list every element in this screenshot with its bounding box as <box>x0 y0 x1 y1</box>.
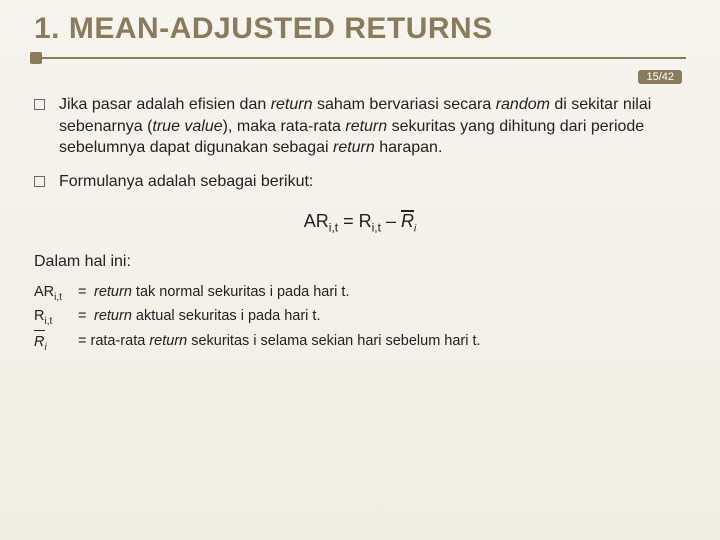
text-span: saham bervariasi secara <box>313 96 496 113</box>
definition-row: Ri,t = return aktual sekuritas i pada ha… <box>34 305 686 329</box>
definition-term: Ri,t <box>34 305 78 329</box>
italic-span: random <box>496 96 550 113</box>
formula-rhs: R <box>359 211 372 231</box>
title-underline <box>34 50 686 64</box>
definition-term: Ri <box>34 330 78 355</box>
formula-sub: i,t <box>329 221 338 235</box>
text-span: ), maka rata-rata <box>223 118 346 135</box>
italic-span: return <box>333 139 375 156</box>
definition-desc: return aktual sekuritas i pada hari t. <box>94 305 321 329</box>
text-span: Jika pasar adalah efisien dan <box>59 96 271 113</box>
definition-eq: = <box>78 281 94 305</box>
formula-sub: i,t <box>372 221 381 235</box>
formula-eq: = <box>338 211 359 231</box>
bullet-text: Jika pasar adalah efisien dan return sah… <box>59 94 686 159</box>
bullet-item: Formulanya adalah sebagai berikut: <box>34 171 686 193</box>
definitions: ARi,t = return tak normal sekuritas i pa… <box>34 281 686 355</box>
definition-desc: return tak normal sekuritas i pada hari … <box>94 281 350 305</box>
bullet-text: Formulanya adalah sebagai berikut: <box>59 171 313 193</box>
definition-row: Ri = rata-rata return sekuritas i selama… <box>34 330 686 355</box>
bullet-marker-icon <box>34 176 45 187</box>
r-bar-sub: i <box>414 224 416 235</box>
slide-title: 1. MEAN-ADJUSTED RETURNS <box>34 12 686 46</box>
italic-span: true value <box>152 118 222 135</box>
definition-eq: = <box>78 305 94 329</box>
italic-span: return <box>345 118 387 135</box>
content-area: Jika pasar adalah efisien dan return sah… <box>34 94 686 355</box>
bullet-item: Jika pasar adalah efisien dan return sah… <box>34 94 686 159</box>
text-span: Formulanya adalah sebagai berikut: <box>59 173 313 190</box>
section-label: Dalam hal ini: <box>34 253 686 271</box>
formula-lhs: AR <box>304 211 329 231</box>
definition-row: ARi,t = return tak normal sekuritas i pa… <box>34 281 686 305</box>
formula-minus: – <box>381 211 401 231</box>
r-bar-symbol: Ri <box>401 210 416 235</box>
definition-term: ARi,t <box>34 281 78 305</box>
text-span: harapan. <box>375 139 443 156</box>
bullet-marker-icon <box>34 99 45 110</box>
slide: 1. MEAN-ADJUSTED RETURNS 15/42 Jika pasa… <box>0 0 720 540</box>
r-bar-r: R <box>401 211 414 231</box>
formula: ARi,t = Ri,t – Ri <box>34 210 686 235</box>
page-number-badge: 15/42 <box>638 70 682 84</box>
definition-desc: = rata-rata return sekuritas i selama se… <box>78 330 481 355</box>
italic-span: return <box>271 96 313 113</box>
